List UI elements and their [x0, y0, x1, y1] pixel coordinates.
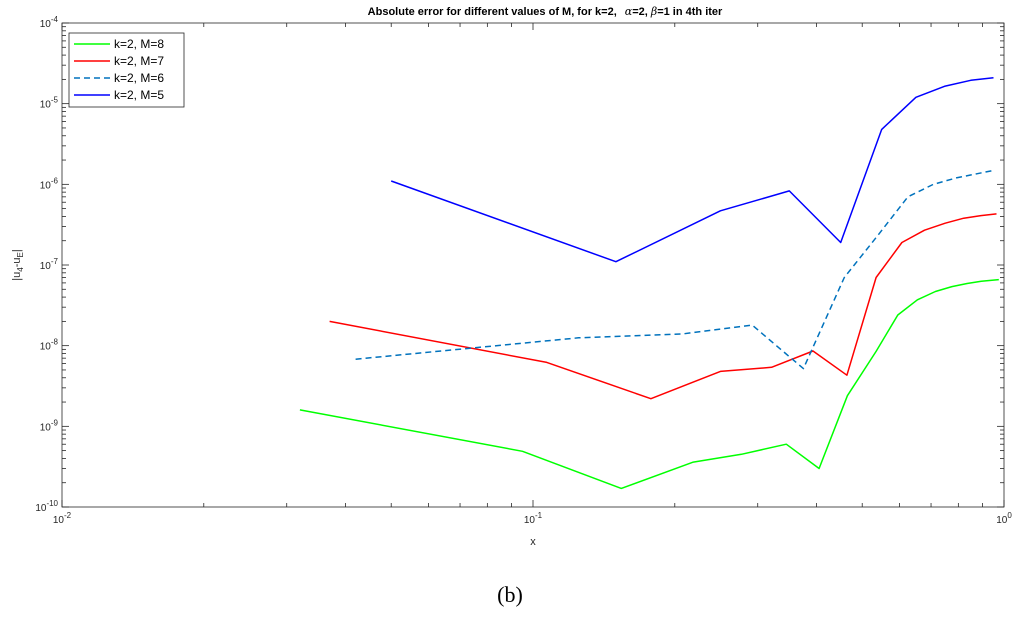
series-line-1 — [299, 278, 999, 490]
axis-tick-labels: 10-2 10-1 100 10-10 10-9 10-8 10-7 10-6 10-5 10-4 — [35, 15, 1012, 526]
series-line-4 — [390, 76, 994, 263]
axis-ticks — [61, 22, 1005, 508]
x-tick-label: 10-1 — [524, 511, 543, 526]
legend-label: k=2, M=5 — [114, 88, 164, 102]
x-tick-label: 100 — [996, 511, 1012, 526]
chart-title: Absolute error for different values of M… — [368, 5, 723, 18]
y-tick-label: 10-10 — [35, 499, 58, 514]
legend: k=2, M=8 k=2, M=7 k=2, M=6 k=2, M=5 — [68, 32, 185, 108]
y-tick-label: 10-4 — [40, 15, 59, 30]
y-tick-label: 10-6 — [40, 176, 59, 191]
series-line-2 — [329, 213, 997, 400]
x-tick-label: 10-2 — [53, 511, 72, 526]
legend-label: k=2, M=8 — [114, 37, 164, 51]
y-tick-label: 10-7 — [40, 257, 59, 272]
legend-label: k=2, M=6 — [114, 71, 164, 85]
y-tick-label: 10-5 — [40, 96, 59, 111]
x-axis-label: x — [530, 536, 536, 548]
legend-label: k=2, M=7 — [114, 54, 164, 68]
series-line-3 — [355, 169, 996, 370]
series-layer — [299, 76, 999, 490]
y-tick-label: 10-9 — [40, 418, 59, 433]
y-axis-label: |u4-uE| — [11, 249, 25, 280]
plot-area — [61, 22, 1005, 508]
y-tick-label: 10-8 — [40, 338, 59, 353]
figure-caption: (b) — [497, 582, 523, 607]
